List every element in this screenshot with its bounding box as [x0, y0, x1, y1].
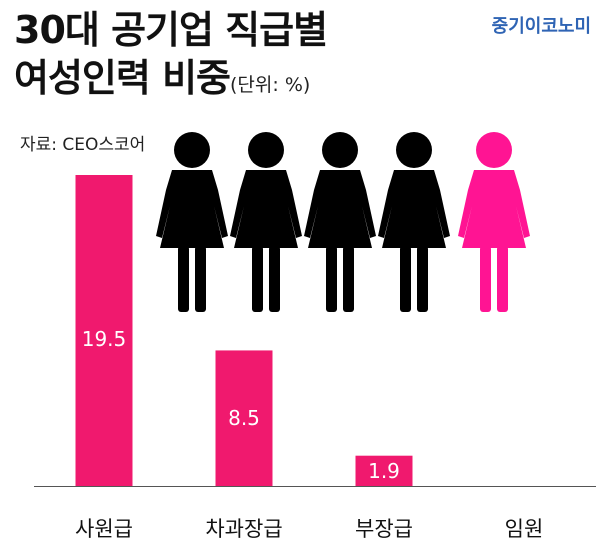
- woman-body: [458, 170, 530, 248]
- woman-right-leg: [269, 246, 280, 312]
- bar-1: [75, 175, 133, 486]
- woman-left-leg: [178, 246, 189, 312]
- woman-icon: [304, 132, 376, 312]
- bar-3: [355, 455, 413, 486]
- category-label-4: 임원: [505, 517, 544, 541]
- woman-body: [378, 170, 450, 248]
- woman-body: [156, 170, 228, 248]
- woman-head: [322, 132, 358, 168]
- woman-right-leg: [417, 246, 428, 312]
- woman-right-leg: [497, 246, 508, 312]
- title-line-1: 30대 공기업 직급별: [14, 8, 328, 52]
- category-label-2: 차과장급: [205, 517, 282, 541]
- woman-left-leg: [326, 246, 337, 312]
- value-label-2: 8.5: [228, 406, 260, 430]
- woman-head: [174, 132, 210, 168]
- woman-right-leg: [343, 246, 354, 312]
- woman-icon-highlighted: [458, 132, 530, 312]
- unit-label: (단위: %): [230, 74, 311, 96]
- bar-2: [215, 350, 273, 486]
- woman-left-leg: [252, 246, 263, 312]
- woman-icon: [156, 132, 228, 312]
- woman-right-leg: [195, 246, 206, 312]
- woman-head: [248, 132, 284, 168]
- title-line-2-text: 여성인력 비중: [14, 56, 231, 100]
- woman-body: [304, 170, 376, 248]
- source-label: 자료: CEO스코어: [20, 135, 146, 155]
- category-label-3: 부장급: [355, 517, 413, 541]
- woman-head: [476, 132, 512, 168]
- category-label-1: 사원급: [75, 517, 133, 541]
- title-line-2: 여성인력 비중(단위: %): [14, 54, 327, 109]
- woman-head: [396, 132, 432, 168]
- value-label-3: 1.9: [368, 459, 400, 483]
- chart-title: 30대 공기업 직급별 여성인력 비중(단위: %): [14, 6, 328, 109]
- woman-body: [230, 170, 302, 248]
- woman-left-leg: [400, 246, 411, 312]
- value-label-1: 19.5: [82, 327, 127, 351]
- brand-logo: 중기이코노미: [491, 16, 591, 37]
- woman-icon: [378, 132, 450, 312]
- woman-left-leg: [480, 246, 491, 312]
- woman-icon: [230, 132, 302, 312]
